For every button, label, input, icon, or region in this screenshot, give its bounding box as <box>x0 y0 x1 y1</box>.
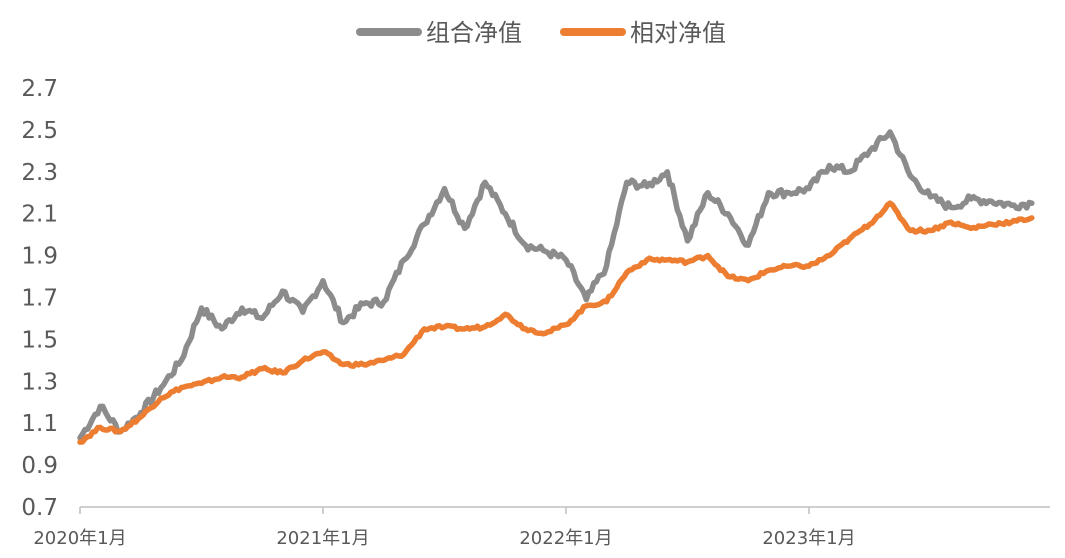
y-tick-label: 1.9 <box>21 244 58 270</box>
x-tick-label: 2021年1月 <box>276 528 369 549</box>
y-tick-label: 2.7 <box>21 76 58 102</box>
x-axis: 2020年1月 2021年1月 2022年1月 2023年1月 <box>33 506 1050 549</box>
series-line-relative <box>77 200 1035 445</box>
legend-label-portfolio: 组合净值 <box>426 19 522 47</box>
x-tick-label: 2023年1月 <box>762 528 855 549</box>
y-tick-label: 1.5 <box>21 327 58 353</box>
y-tick-label: 1.1 <box>21 411 58 437</box>
y-tick-label: 1.7 <box>21 286 58 312</box>
y-tick-label: 2.5 <box>21 118 58 144</box>
legend-label-relative: 相对净值 <box>630 19 726 47</box>
x-tick-label: 2020年1月 <box>33 528 126 549</box>
y-axis: 0.7 0.9 1.1 1.3 1.5 1.7 1.9 2.1 2.3 2.5 2.7 <box>21 76 58 521</box>
series-layer <box>77 129 1035 445</box>
y-tick-label: 0.7 <box>21 495 58 521</box>
y-tick-label: 2.3 <box>21 160 58 186</box>
legend: 组合净值 相对净值 <box>356 19 726 47</box>
x-tick-label: 2022年1月 <box>519 528 612 549</box>
y-tick-label: 0.9 <box>21 453 58 479</box>
series-line-portfolio <box>77 129 1035 441</box>
y-tick-label: 1.3 <box>21 369 58 395</box>
y-tick-label: 2.1 <box>21 202 58 228</box>
